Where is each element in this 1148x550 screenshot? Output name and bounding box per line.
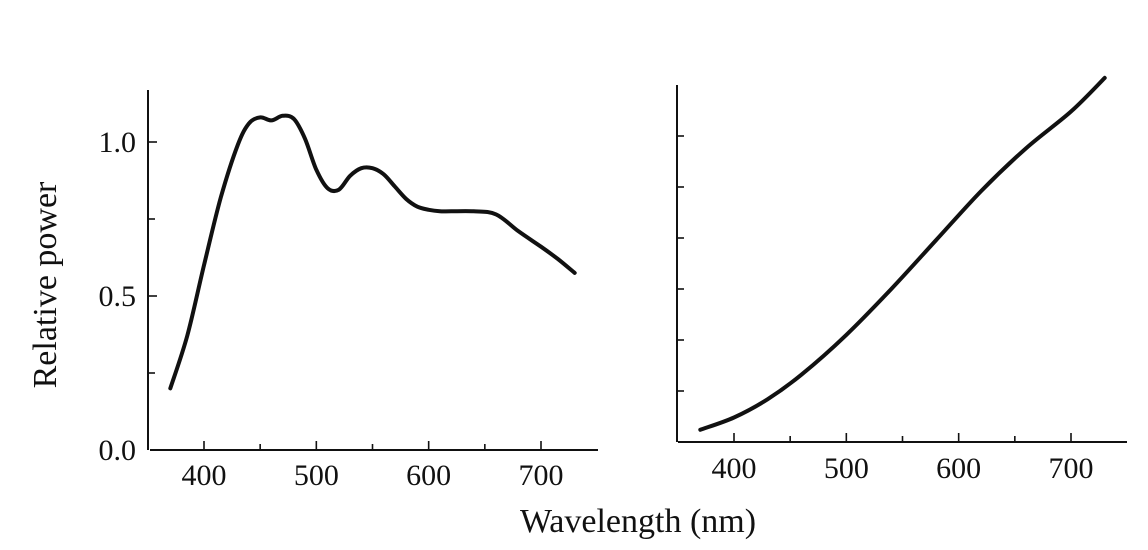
left-y-tick-label: 1.0 (99, 126, 137, 159)
left-x-tick-label: 500 (294, 459, 339, 492)
left-x-tick-label: 600 (406, 459, 451, 492)
right-x-tick-label: 700 (1049, 452, 1094, 485)
left-x-tick-label: 700 (519, 459, 564, 492)
left-x-tick-label: 400 (182, 459, 227, 492)
left-y-tick-label: 0.0 (99, 434, 137, 467)
right-spectrum-line (698, 75, 1107, 432)
right-x-tick-label: 500 (824, 452, 869, 485)
left-y-tick-label: 0.5 (99, 280, 137, 313)
right-x-tick-label: 600 (936, 452, 981, 485)
right-chart-panel: 400 500 600 700 (676, 75, 1127, 485)
left-chart-panel: 400 500 600 700 0.0 0.5 1.0 Relative power (27, 90, 598, 492)
y-axis-label: Relative power (27, 181, 64, 388)
right-x-tick-label: 400 (712, 452, 757, 485)
x-axis-label: Wavelength (nm) (520, 503, 756, 540)
left-spectrum-line (168, 113, 577, 391)
